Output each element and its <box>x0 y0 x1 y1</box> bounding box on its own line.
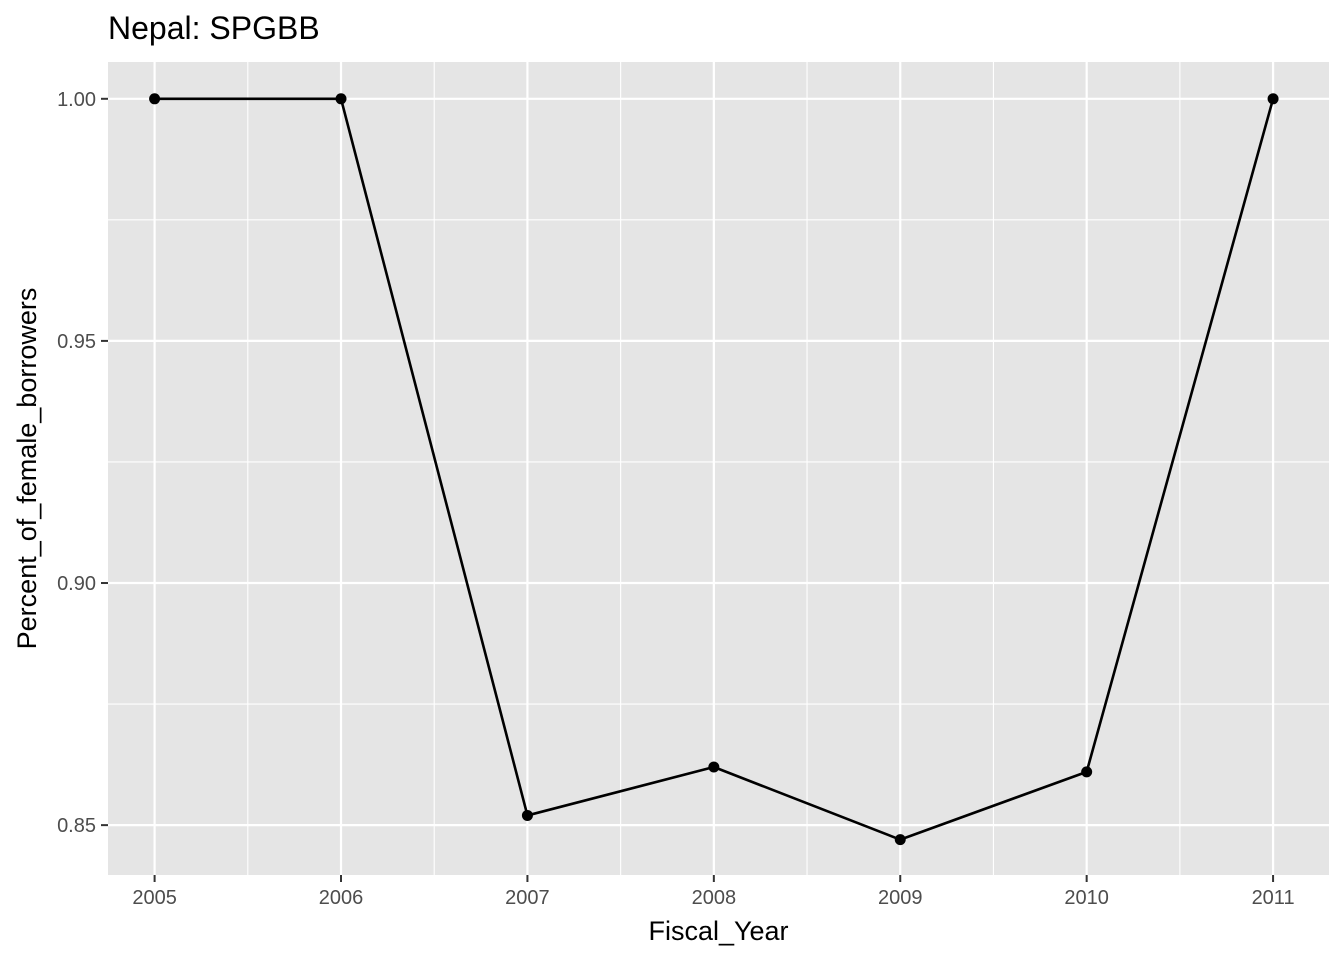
x-tick-label: 2005 <box>132 887 177 909</box>
x-tick-label: 2009 <box>878 887 923 909</box>
major-gridlines <box>108 62 1329 875</box>
x-tick-label: 2008 <box>692 887 737 909</box>
axis-ticks <box>101 97 1275 882</box>
data-point <box>1267 93 1279 105</box>
x-tick-label: 2007 <box>505 887 550 909</box>
data-point <box>149 93 161 105</box>
data-point <box>708 761 720 773</box>
minor-gridlines <box>108 62 1329 875</box>
y-tick-label: 1.00 <box>57 89 96 111</box>
y-tick-label: 0.85 <box>57 815 96 837</box>
y-tick-labels: 0.85 0.90 0.95 1.00 <box>57 89 96 837</box>
plot-panel <box>108 62 1329 875</box>
chart-title: Nepal: SPGBB <box>108 10 320 46</box>
data-point <box>1081 766 1093 778</box>
x-tick-labels: 2005 2006 2007 2008 2009 2010 2011 <box>132 887 1294 909</box>
y-axis-title: Percent_of_female_borrowers <box>12 288 42 650</box>
data-point <box>335 93 347 105</box>
x-tick-label: 2011 <box>1252 887 1295 909</box>
x-axis-title: Fiscal_Year <box>648 916 788 946</box>
y-tick-label: 0.95 <box>57 331 96 353</box>
x-tick-label: 2006 <box>319 887 364 909</box>
data-point <box>894 834 906 846</box>
y-tick-label: 0.90 <box>57 573 96 595</box>
x-tick-label: 2010 <box>1064 887 1109 909</box>
data-points <box>149 93 1279 846</box>
data-point <box>521 809 533 821</box>
